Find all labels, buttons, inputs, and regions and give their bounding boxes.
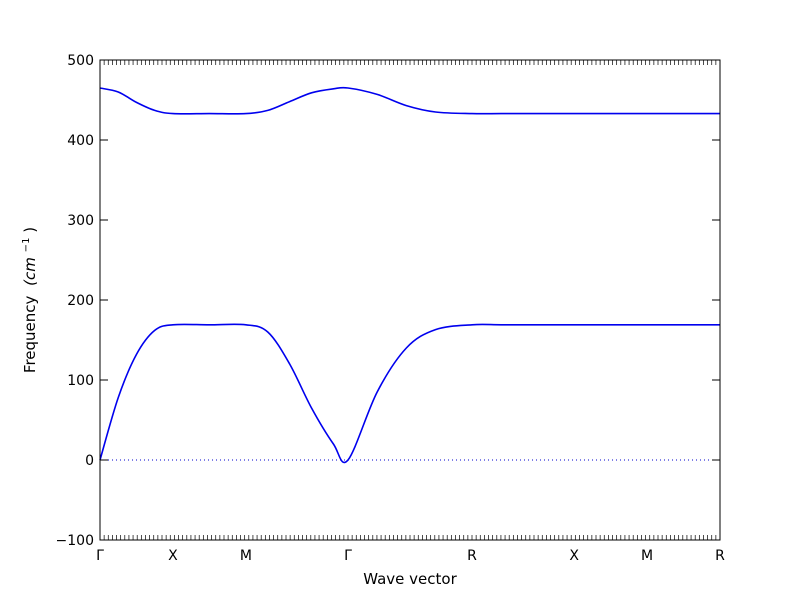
x-tick-label: X	[168, 548, 178, 564]
x-tick-label: M	[641, 548, 653, 564]
band-line-2	[99, 86, 721, 115]
phonon-bands	[99, 86, 721, 464]
y-tick-label: 400	[67, 133, 94, 149]
band-line-1	[99, 323, 720, 464]
x-tick-label: R	[467, 548, 477, 564]
y-axis-label-text: Frequency	[21, 295, 39, 373]
y-tick-label: 100	[67, 373, 94, 389]
y-axis-label-unit-close: )	[21, 227, 39, 233]
x-tick-label: R	[715, 548, 725, 564]
x-tick-label: X	[569, 548, 579, 564]
x-tick-label: M	[240, 548, 252, 564]
plot-frame	[99, 59, 721, 541]
y-tick-label: 200	[67, 293, 94, 309]
x-tick-label: Γ	[344, 548, 352, 564]
y-axis-label-unit-exponent: −1	[21, 238, 32, 253]
y-axis-label-unit: (cm	[21, 257, 39, 286]
y-tick-label: 300	[67, 213, 94, 229]
x-axis-label: Wave vector	[363, 570, 457, 588]
y-tick-label: 0	[85, 453, 94, 469]
y-axis-ticks: −100 0 100 200 300 400 500	[56, 53, 720, 549]
minor-ticks	[99, 60, 721, 540]
y-tick-label: 500	[67, 53, 94, 69]
y-tick-label: −100	[56, 533, 94, 549]
x-tick-label: Γ	[96, 548, 104, 564]
y-axis-label: Frequency (cm −1 )	[15, 227, 39, 373]
